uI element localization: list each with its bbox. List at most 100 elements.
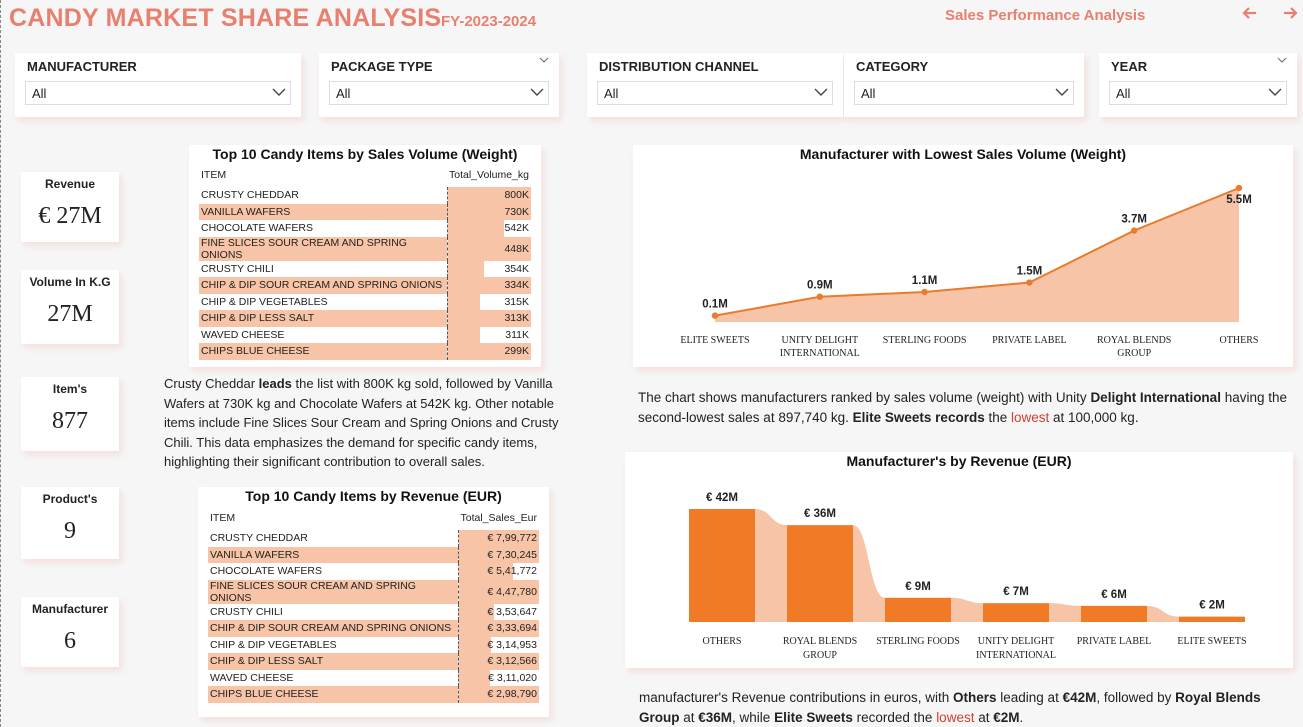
bar[interactable]: [885, 597, 951, 622]
chevron-down-icon[interactable]: [1277, 55, 1287, 68]
bar[interactable]: [983, 603, 1049, 622]
area-fill: [715, 188, 1239, 322]
value-cell: € 5,41,772: [458, 563, 539, 580]
category-label: STERLING FOODS: [883, 335, 967, 346]
chevron-down-icon[interactable]: [539, 55, 549, 68]
data-bar: [459, 669, 491, 686]
table-row[interactable]: CHIP & DIP SOUR CREAM AND SPRING ONIONS 3…: [199, 277, 531, 294]
table-row[interactable]: CHIPS BLUE CHEESE 299K: [199, 343, 531, 360]
value-text: € 3,53,647: [487, 605, 537, 618]
value-cell: 448K: [446, 236, 531, 261]
data-label: € 42M: [706, 492, 738, 504]
year-dropdown[interactable]: All: [1109, 81, 1287, 105]
distribution-channel-dropdown[interactable]: All: [597, 81, 833, 105]
table-row[interactable]: CHOCOLATE WAFERS 542K: [199, 220, 531, 237]
bar[interactable]: [1179, 616, 1245, 622]
data-point[interactable]: [711, 312, 719, 319]
kpi-value: 9: [64, 518, 76, 544]
data-bar: [459, 620, 493, 637]
value-cell: € 2,98,790: [458, 686, 539, 703]
table-row[interactable]: CHIP & DIP VEGETABLES € 3,14,953: [208, 636, 539, 653]
table-row[interactable]: CHIP & DIP LESS SALT € 3,12,566: [208, 653, 539, 670]
data-point[interactable]: [816, 293, 823, 300]
data-point[interactable]: [921, 288, 928, 296]
data-label: 3.7M: [1121, 214, 1147, 226]
table-row[interactable]: CHIP & DIP VEGETABLES 315K: [199, 293, 531, 310]
data-bar: [459, 653, 491, 670]
category-label: UNITY DELIGHT INTERNATIONAL: [976, 636, 1056, 661]
chevron-down-icon: [1268, 81, 1282, 104]
table-row[interactable]: WAVED CHEESE € 3,11,020: [208, 669, 539, 686]
arrow-right-icon[interactable]: [1282, 5, 1298, 26]
table-row[interactable]: CRUSTY CHEDDAR 800K: [199, 187, 531, 204]
table-row[interactable]: FINE SLICES SOUR CREAM AND SPRING ONIONS…: [208, 579, 539, 604]
value-cell: 542K: [446, 220, 531, 237]
data-bar: [447, 260, 485, 277]
value-text: € 3,33,694: [487, 622, 537, 635]
table-row[interactable]: CRUSTY CHILI 354K: [199, 260, 531, 277]
slicer-label: DISTRIBUTION CHANNEL: [599, 59, 759, 74]
fiscal-year-label: FY-2023-2024: [441, 13, 537, 30]
value-cell: 315K: [446, 293, 531, 310]
value-text: € 3,12,566: [487, 655, 537, 668]
value-text: 334K: [504, 279, 529, 292]
data-point[interactable]: [1235, 184, 1243, 192]
column-header-item[interactable]: ITEM: [210, 512, 236, 524]
data-bar: [447, 310, 481, 327]
value-text: € 7,30,245: [487, 548, 537, 561]
table-row[interactable]: CRUSTY CHILI € 3,53,647: [208, 603, 539, 620]
value-text: 313K: [504, 312, 529, 325]
table-row[interactable]: VANILLA WAFERS 730K: [199, 203, 531, 220]
table-row[interactable]: WAVED CHEESE 311K: [199, 326, 531, 343]
item-cell: CHOCOLATE WAFERS: [210, 565, 323, 578]
dropdown-value: All: [336, 86, 351, 101]
item-cell: WAVED CHEESE: [201, 328, 285, 341]
page-title: CANDY MARKET SHARE ANALYSIS: [9, 4, 442, 32]
kpi-items: Item's 877: [21, 377, 119, 451]
chevron-down-icon: [530, 81, 544, 104]
kpi-revenue: Revenue € 27M: [21, 172, 119, 242]
column-header-volume[interactable]: Total_Volume_kg: [449, 169, 529, 181]
bar[interactable]: [787, 525, 853, 622]
package-type-dropdown[interactable]: All: [329, 81, 549, 105]
table-row[interactable]: VANILLA WAFERS € 7,30,245: [208, 546, 539, 563]
column-header-revenue[interactable]: Total_Sales_Eur: [460, 512, 537, 524]
category-label: OTHERS: [1220, 335, 1259, 346]
table-row[interactable]: CRUSTY CHEDDAR € 7,99,772: [208, 530, 539, 547]
item-cell: CHIP & DIP SOUR CREAM AND SPRING ONIONS: [199, 277, 447, 294]
value-cell: € 3,12,566: [458, 653, 539, 670]
arrow-left-icon[interactable]: [1242, 5, 1258, 26]
column-header-item[interactable]: ITEM: [201, 169, 227, 181]
slicer-label: CATEGORY: [856, 59, 929, 74]
manufacturer-dropdown[interactable]: All: [25, 81, 291, 105]
table-row[interactable]: CHIPS BLUE CHEESE € 2,98,790: [208, 686, 539, 703]
value-cell: € 7,99,772: [458, 530, 539, 547]
item-cell: VANILLA WAFERS: [199, 203, 447, 220]
kpi-label: Product's: [42, 492, 98, 506]
table-row[interactable]: CHIP & DIP LESS SALT 313K: [199, 310, 531, 327]
data-bar: [447, 277, 483, 294]
data-bar: [459, 579, 504, 604]
value-cell: 311K: [446, 326, 531, 343]
data-label: € 36M: [804, 508, 836, 520]
revenue-table-title: Top 10 Candy Items by Revenue (EUR): [245, 488, 502, 504]
data-point[interactable]: [1131, 227, 1138, 234]
bar[interactable]: [689, 509, 755, 622]
value-text: 448K: [504, 242, 529, 255]
table-row[interactable]: FINE SLICES SOUR CREAM AND SPRING ONIONS…: [199, 236, 531, 261]
sales-performance-link[interactable]: Sales Performance Analysis: [945, 7, 1146, 24]
category-dropdown[interactable]: All: [854, 81, 1074, 105]
data-bar: [447, 236, 495, 261]
category-label: PRIVATE LABEL: [992, 335, 1067, 346]
ribbon-connector: [1049, 603, 1081, 622]
data-point[interactable]: [1026, 279, 1033, 286]
ribbon-connector: [951, 597, 983, 622]
value-text: 730K: [504, 205, 529, 218]
dropdown-value: All: [32, 86, 47, 101]
slicer-label: YEAR: [1111, 59, 1148, 74]
bar[interactable]: [1081, 605, 1147, 622]
table-row[interactable]: CHOCOLATE WAFERS € 5,41,772: [208, 563, 539, 580]
category-label: UNITY DELIGHT INTERNATIONAL: [780, 335, 860, 359]
chart-title: Manufacturer's by Revenue (EUR): [846, 453, 1072, 469]
table-row[interactable]: CHIP & DIP SOUR CREAM AND SPRING ONIONS €…: [208, 620, 539, 637]
